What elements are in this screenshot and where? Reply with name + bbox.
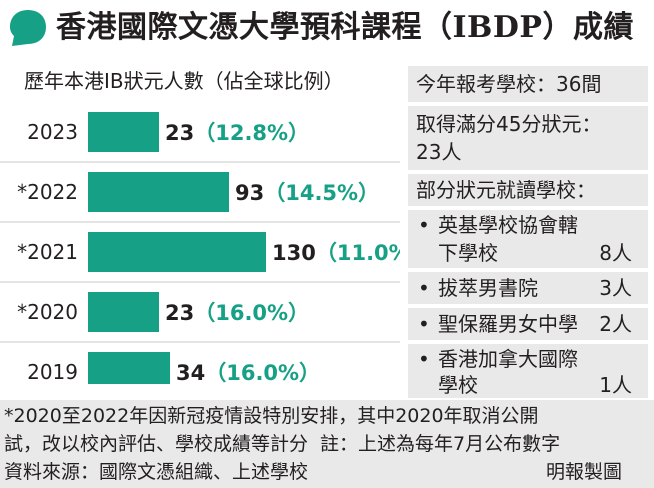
value-label: 23（12.8%）	[165, 121, 309, 145]
source-note: 資料來源：國際文憑組織、上述學校	[4, 461, 309, 483]
school-item: • 英基學校協會轄 下學校 8人	[408, 210, 648, 268]
bullet-icon: •	[418, 213, 430, 237]
school-item: • 聖保羅男女中學 2人	[408, 308, 648, 340]
school-count: 3人	[599, 276, 632, 300]
school-name: 聖保羅男女中學	[438, 312, 578, 336]
speech-bubble-icon	[10, 10, 46, 46]
bar	[88, 292, 159, 332]
footnote-cont: 試，改以校內評估、學校成績等計分	[4, 433, 309, 455]
schools-header-row: 部分狀元就讀學校：	[408, 174, 648, 206]
school-count: 1人	[599, 373, 632, 397]
school-name-cont: 下學校	[438, 241, 498, 265]
schools-header: 部分狀元就讀學校：	[416, 178, 596, 202]
bar	[88, 352, 170, 384]
school-name: 拔萃男書院	[438, 276, 538, 300]
bar	[88, 232, 266, 272]
chart-title: 歷年本港IB狀元人數（佔全球比例）	[24, 69, 344, 93]
school-item: • 香港加拿大國際 學校 1人	[408, 344, 648, 398]
school-name: 英基學校協會轄	[438, 213, 578, 237]
full-marks-row: 取得滿分45分狀元： 23人	[408, 106, 648, 170]
category-label: *2022	[17, 180, 78, 204]
school-name: 香港加拿大國際	[438, 347, 578, 371]
value-label: 34（16.0%）	[176, 361, 320, 384]
full-marks-count: 23人	[416, 140, 462, 164]
category-label: *2020	[17, 300, 78, 324]
category-label: 2019	[27, 360, 78, 384]
bar-chart: 2023 23（12.8%） *2022 93（14.5%） *2021 130（11.0…	[0, 112, 400, 384]
header: 香港國際文憑大學預科課程（IBDP）成績	[0, 0, 654, 62]
school-count: 8人	[599, 241, 632, 265]
bullet-icon: •	[418, 347, 430, 371]
value-label: 130（11.0%）	[272, 241, 400, 265]
footer: *2020至2022年因新冠疫情設特別安排，其中2020年取消公開 試，改以校內…	[0, 400, 654, 488]
bullet-icon: •	[418, 312, 430, 336]
schools-count-text: 今年報考學校：36間	[416, 72, 602, 96]
bar	[88, 172, 229, 212]
school-count: 2人	[599, 312, 632, 336]
category-label: 2023	[27, 120, 78, 144]
page-title: 香港國際文憑大學預科課程（IBDP）成績	[56, 10, 634, 45]
school-item: • 拔萃男書院 3人	[408, 272, 648, 304]
data-note: 註：上述為每年7月公布數字	[320, 433, 561, 455]
schools-count-row: 今年報考學校：36間	[408, 66, 648, 102]
category-label: *2021	[17, 240, 78, 264]
school-name-cont: 學校	[438, 373, 478, 397]
full-marks-label: 取得滿分45分狀元：	[416, 112, 602, 136]
credit: 明報製圖	[546, 461, 623, 483]
bar	[88, 112, 159, 152]
value-label: 93（14.5%）	[235, 181, 379, 205]
bullet-icon: •	[418, 276, 430, 300]
footnote: *2020至2022年因新冠疫情設特別安排，其中2020年取消公開	[4, 405, 539, 427]
value-label: 23（16.0%）	[165, 301, 309, 325]
